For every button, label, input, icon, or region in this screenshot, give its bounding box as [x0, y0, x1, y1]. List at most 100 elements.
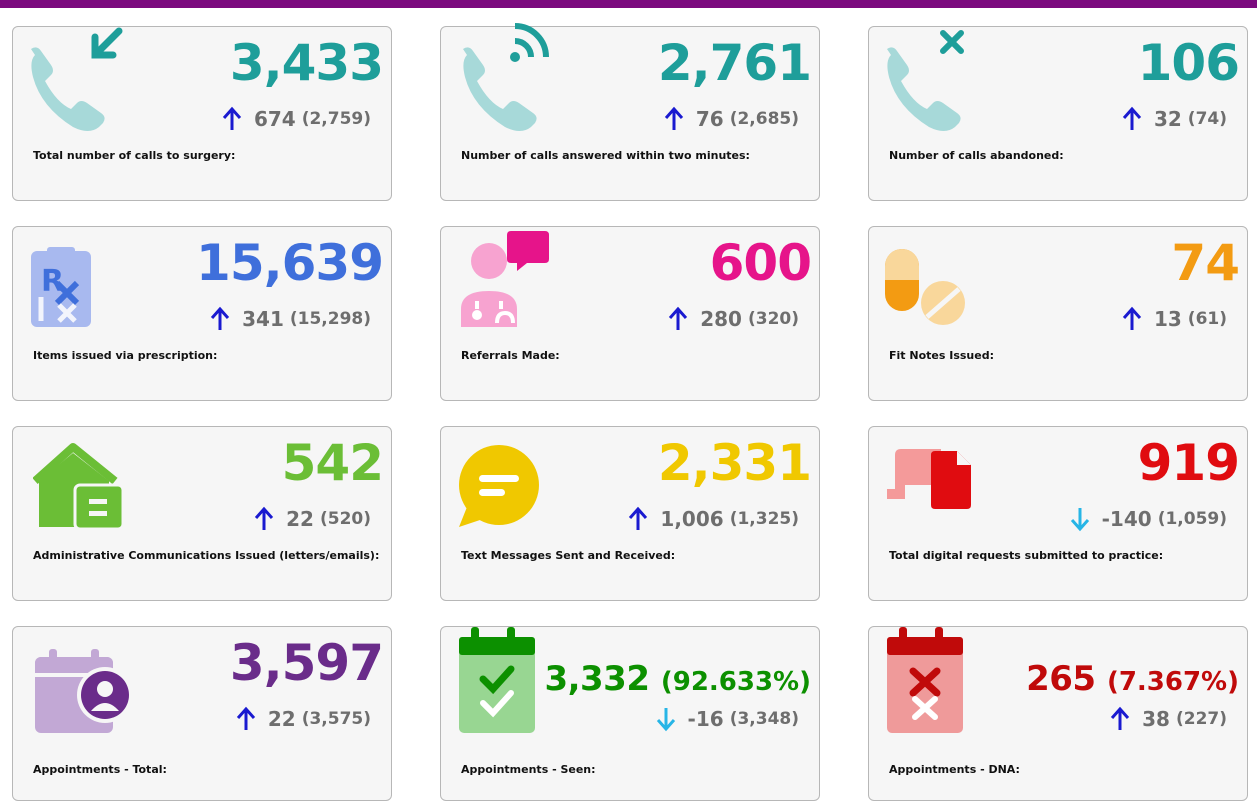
metric-label: Number of calls abandoned: — [889, 149, 1064, 162]
metric-change: 674 (2,759) — [220, 105, 371, 133]
arrow-up-icon — [255, 506, 274, 530]
card-referrals[interactable]: 600 280 (320) Referrals Made: — [440, 226, 820, 401]
previous-value: (74) — [1187, 109, 1227, 129]
card-appointments-seen[interactable]: 3,332 (92.633%) -16 (3,348) Appointments… — [440, 626, 820, 801]
metric-label: Fit Notes Issued: — [889, 349, 994, 362]
metric-value: 919 — [1137, 434, 1240, 492]
incoming-call-icon — [31, 27, 123, 131]
arrow-up-icon — [629, 506, 648, 530]
change-value: 13 — [1153, 307, 1182, 331]
appointments-count: 265 — [1026, 659, 1096, 699]
metric-label: Administrative Communications Issued (le… — [33, 549, 380, 562]
arrow-down-icon — [656, 708, 675, 732]
card-calls-answered[interactable]: 2,761 76 (2,685) Number of calls answere… — [440, 23, 820, 201]
calendar-person-icon — [35, 649, 133, 733]
metric-value: 74 — [1171, 234, 1240, 292]
change-value: -16 — [687, 707, 724, 731]
card-fit-notes[interactable]: 74 13 (61) Fit Notes Issued: — [868, 226, 1248, 401]
previous-value: (520) — [319, 509, 371, 529]
metric-change: 22 (3,575) — [234, 705, 371, 733]
metric-value: 2,761 — [657, 34, 812, 92]
metric-value: 2,331 — [657, 434, 812, 492]
metric-change: 13 (61) — [1120, 305, 1227, 333]
metric-value: 3,332 (92.633%) — [544, 649, 811, 712]
metric-value: 106 — [1137, 34, 1240, 92]
previous-value: (1,325) — [729, 509, 799, 529]
metric-value: 3,597 — [229, 634, 384, 692]
change-value: 280 — [700, 307, 742, 331]
arrow-up-icon — [669, 306, 688, 330]
metric-value: 15,639 — [196, 234, 384, 292]
metric-label: Total number of calls to surgery: — [33, 149, 236, 162]
abandoned-call-icon — [887, 30, 964, 131]
previous-value: (61) — [1187, 309, 1227, 329]
calendar-check-icon — [459, 627, 535, 733]
prescription-icon: R — [31, 247, 91, 327]
arrow-up-icon — [1111, 706, 1130, 730]
appointments-percent: (7.367%) — [1106, 667, 1239, 697]
metric-change: -16 (3,348) — [654, 705, 799, 733]
appointments-percent: (92.633%) — [660, 667, 811, 697]
change-value: 38 — [1142, 707, 1170, 731]
previous-value: (2,759) — [301, 109, 371, 129]
metric-label: Total digital requests submitted to prac… — [889, 549, 1164, 562]
arrow-up-icon — [664, 106, 683, 130]
answered-call-icon — [463, 23, 549, 131]
metric-label: Appointments - DNA: — [889, 763, 1020, 776]
previous-value: (227) — [1175, 709, 1227, 729]
card-appointments-total[interactable]: 3,597 22 (3,575) Appointments - Total: — [12, 626, 392, 801]
metric-change: 280 (320) — [666, 305, 799, 333]
metric-value: 265 (7.367%) — [1026, 649, 1239, 712]
metric-label: Number of calls answered within two minu… — [461, 149, 750, 162]
change-value: 22 — [286, 507, 314, 531]
arrow-down-icon — [1070, 508, 1089, 532]
change-value: 32 — [1153, 107, 1182, 131]
speech-bubble-icon — [459, 445, 539, 527]
previous-value: (2,685) — [729, 109, 799, 129]
card-text-messages[interactable]: 2,331 1,006 (1,325) Text Messages Sent a… — [440, 426, 820, 601]
card-calls-total[interactable]: 3,433 674 (2,759) Total number of calls … — [12, 26, 392, 201]
metric-label: Referrals Made: — [461, 349, 560, 362]
change-value: 76 — [695, 107, 724, 131]
change-value: -140 — [1101, 507, 1152, 531]
metric-change: -140 (1,059) — [1068, 505, 1227, 533]
metric-change: 22 (520) — [252, 505, 371, 533]
change-value: 22 — [267, 707, 296, 731]
arrow-up-icon — [1122, 106, 1142, 130]
metric-label: Items issued via prescription: — [33, 349, 218, 362]
arrow-up-icon — [236, 706, 255, 730]
metric-label: Text Messages Sent and Received: — [461, 549, 676, 562]
metric-change: 1,006 (1,325) — [626, 505, 799, 533]
card-appointments-dna[interactable]: 265 (7.367%) 38 (227) Appointments - DNA… — [868, 626, 1248, 801]
svg-text:R: R — [41, 264, 64, 299]
change-value: 1,006 — [660, 507, 724, 531]
previous-value: (3,575) — [301, 709, 371, 729]
arrow-up-icon — [210, 306, 230, 330]
metric-label: Appointments - Seen: — [461, 763, 596, 776]
pills-icon — [885, 249, 965, 325]
metric-change: 32 (74) — [1120, 105, 1227, 133]
card-digital-requests[interactable]: 919 -140 (1,059) Total digital requests … — [868, 426, 1248, 601]
digital-request-icon — [887, 449, 971, 509]
previous-value: (3,348) — [729, 709, 799, 729]
arrow-up-icon — [222, 106, 242, 130]
previous-value: (320) — [747, 309, 799, 329]
change-value: 341 — [242, 307, 284, 331]
previous-value: (15,298) — [289, 309, 371, 329]
card-admin-comms[interactable]: 542 22 (520) Administrative Communicatio… — [12, 426, 392, 601]
metric-value: 600 — [709, 234, 812, 292]
doctor-referral-icon — [461, 231, 549, 327]
calendar-cross-icon — [887, 627, 963, 733]
metric-change: 76 (2,685) — [662, 105, 799, 133]
metric-change: 38 (227) — [1108, 705, 1227, 733]
metric-value: 3,433 — [229, 34, 384, 92]
metric-value: 542 — [281, 434, 384, 492]
card-prescriptions[interactable]: R 15,639 341 (15,298) Items issued via p… — [12, 226, 392, 401]
house-letter-icon — [33, 443, 125, 531]
card-calls-abandoned[interactable]: 106 32 (74) Number of calls abandoned: — [868, 26, 1248, 201]
change-value: 674 — [253, 107, 296, 131]
appointments-count: 3,332 — [544, 659, 650, 699]
arrow-up-icon — [1122, 306, 1142, 330]
metric-label: Appointments - Total: — [33, 763, 167, 776]
metric-change: 341 (15,298) — [208, 305, 371, 333]
